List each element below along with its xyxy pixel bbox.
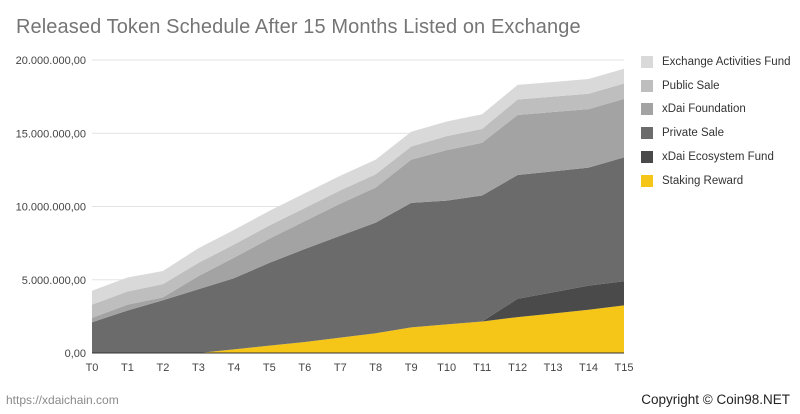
legend-item-exchange-activities-fund: Exchange Activities Fund bbox=[641, 50, 791, 74]
x-tick-label: T5 bbox=[263, 362, 276, 374]
area-private-sale bbox=[92, 157, 624, 353]
x-tick-label: T13 bbox=[544, 362, 563, 374]
legend-item-private-sale: Private Sale bbox=[641, 121, 791, 145]
y-tick-label: 20.000.000,00 bbox=[16, 55, 86, 67]
chart-title: Released Token Schedule After 15 Months … bbox=[16, 16, 581, 38]
chart-legend: Exchange Activities Fund Public Sale xDai … bbox=[641, 50, 791, 193]
area-public-sale bbox=[92, 83, 624, 318]
legend-swatch bbox=[641, 79, 653, 92]
y-tick-label: 0,00 bbox=[65, 348, 86, 360]
area-exchange-activities-fund bbox=[92, 68, 624, 305]
x-tick-label: T0 bbox=[86, 362, 99, 374]
legend-item-xdai-ecosystem-fund: xDai Ecosystem Fund bbox=[641, 145, 791, 169]
x-tick-label: T3 bbox=[192, 362, 205, 374]
x-tick-label: T14 bbox=[579, 362, 598, 374]
legend-label: xDai Foundation bbox=[662, 103, 746, 116]
legend-label: Exchange Activities Fund bbox=[662, 55, 791, 68]
y-tick-label: 5.000.000,00 bbox=[22, 275, 86, 287]
x-tick-label: T10 bbox=[437, 362, 456, 374]
x-tick-label: T11 bbox=[473, 362, 491, 374]
legend-swatch bbox=[641, 55, 653, 68]
legend-label: xDai Ecosystem Fund bbox=[662, 151, 774, 164]
area-xdai-foundation bbox=[92, 98, 624, 323]
legend-swatch bbox=[641, 103, 653, 116]
legend-swatch bbox=[641, 127, 653, 140]
x-tick-label: T2 bbox=[157, 362, 170, 374]
legend-swatch bbox=[641, 151, 653, 164]
legend-item-xdai-foundation: xDai Foundation bbox=[641, 98, 791, 122]
legend-item-public-sale: Public Sale bbox=[641, 74, 791, 98]
source-url: https://xdaichain.com bbox=[6, 393, 119, 407]
legend-label: Private Sale bbox=[662, 127, 725, 140]
y-tick-label: 10.000.000,00 bbox=[16, 202, 86, 214]
copyright-text: Copyright © Coin98.NET bbox=[641, 392, 790, 407]
x-tick-label: T6 bbox=[298, 362, 311, 374]
area-xdai-ecosystem-fund bbox=[92, 281, 624, 353]
area-staking-reward bbox=[92, 305, 624, 353]
x-tick-label: T7 bbox=[334, 362, 347, 374]
legend-label: Public Sale bbox=[662, 79, 720, 92]
x-tick-label: T9 bbox=[405, 362, 418, 374]
x-tick-label: T15 bbox=[615, 362, 634, 374]
legend-item-staking-reward: Staking Reward bbox=[641, 169, 791, 193]
x-tick-label: T4 bbox=[227, 362, 240, 374]
x-tick-label: T12 bbox=[508, 362, 527, 374]
x-tick-label: T1 bbox=[121, 362, 134, 374]
x-tick-label: T8 bbox=[369, 362, 382, 374]
legend-label: Staking Reward bbox=[662, 174, 744, 187]
legend-swatch bbox=[641, 174, 653, 187]
y-tick-label: 15.000.000,00 bbox=[16, 128, 86, 140]
